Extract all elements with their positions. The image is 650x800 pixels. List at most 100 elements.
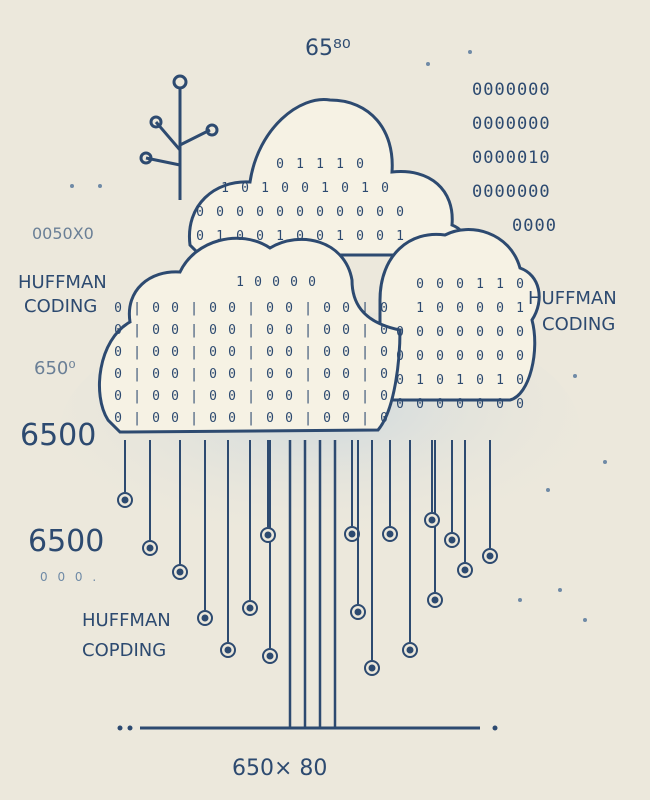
binary-digit: 0: [266, 367, 274, 382]
binary-digit: 1: [336, 229, 344, 244]
binary-digit: 0: [228, 345, 236, 360]
binary-digit: 0: [114, 367, 122, 382]
cloud-icon: [378, 228, 541, 402]
binary-digit: 0: [171, 301, 179, 316]
binary-digit: 0: [301, 181, 309, 196]
binary-digit: 0: [216, 205, 224, 220]
coding-label-lower: COPDING: [82, 640, 167, 661]
binary-digit: 0: [516, 325, 524, 340]
cloud-icon: [97, 236, 402, 434]
circuit-node-core: [224, 646, 232, 654]
circuit-node-core: [431, 596, 439, 604]
binary-digit: 0: [236, 205, 244, 220]
binary-digit: 1: [321, 181, 329, 196]
binary-digit: |: [247, 345, 255, 360]
circuit-node-core: [201, 614, 209, 622]
binary-digit: 0: [476, 373, 484, 388]
binary-digit: |: [304, 345, 312, 360]
binary-digit: 0: [396, 397, 404, 412]
cloud-binary-digits: 0 1 1 1 01 0 1 0 0 1 0 1 00 0 0 0 0 0 0 0 0 0 00 1 0 0 1 0 0 1 0 0 10 0 0 1…: [114, 157, 524, 426]
binary-digit: |: [247, 411, 255, 426]
binary-digit: 0: [436, 301, 444, 316]
binary-digit: 0: [266, 301, 274, 316]
binary-digit: 0: [376, 205, 384, 220]
binary-digit: 0: [266, 389, 274, 404]
binary-digit: 0: [496, 325, 504, 340]
binary-digit: 0: [456, 349, 464, 364]
binary-digit: 0: [436, 373, 444, 388]
binary-digit: 0: [209, 345, 217, 360]
circuit-node-core: [448, 536, 456, 544]
binary-digit: |: [304, 301, 312, 316]
binary-digit: 1: [516, 301, 524, 316]
binary-digit: 0: [381, 181, 389, 196]
binary-digit: 0: [436, 349, 444, 364]
binary-digit: 0: [323, 367, 331, 382]
dimension-label: 650× 80: [232, 756, 328, 781]
binary-digit: 0: [323, 323, 331, 338]
binary-digit: 1: [336, 157, 344, 172]
binary-digit: |: [133, 301, 141, 316]
binary-digit: 0: [416, 277, 424, 292]
code-label: 0050X0: [32, 224, 94, 243]
binary-digit: 0: [416, 325, 424, 340]
binary-digit: 0: [456, 397, 464, 412]
binary-digit: 0: [266, 411, 274, 426]
circuit-node-core: [354, 608, 362, 616]
binary-digit: 0: [356, 205, 364, 220]
binary-digit: 0: [256, 205, 264, 220]
binary-digit: 0: [241, 181, 249, 196]
binary-digit: 0: [236, 229, 244, 244]
binary-digit: 0: [152, 389, 160, 404]
binary-digit: 0: [285, 411, 293, 426]
decorative-specks: [70, 50, 607, 622]
circuit-node-core: [428, 516, 436, 524]
binary-digit: |: [190, 389, 198, 404]
binary-digit: |: [190, 345, 198, 360]
binary-digit: |: [361, 345, 369, 360]
binary-digit: 0: [496, 397, 504, 412]
binary-digit: 0: [316, 205, 324, 220]
circuit-node-core: [461, 566, 469, 574]
binary-digit: 0: [316, 229, 324, 244]
binary-digit: 0: [356, 157, 364, 172]
binary-digit: 0: [152, 301, 160, 316]
dots-label: 0 0 0 .: [40, 570, 100, 584]
tree-trunk: [288, 440, 337, 728]
circuit-node-core: [121, 496, 129, 504]
coding-label-right: CODING: [542, 314, 616, 335]
binary-digit: 1: [496, 373, 504, 388]
circuit-node-core: [176, 568, 184, 576]
binary-digit: 0: [323, 301, 331, 316]
binary-digit: 0: [285, 301, 293, 316]
binary-digit: 0: [323, 345, 331, 360]
binary-digit: |: [361, 323, 369, 338]
binary-digit: 0: [281, 181, 289, 196]
binary-digit: 0: [196, 205, 204, 220]
binary-digit: 0: [341, 181, 349, 196]
binary-digit: 0: [396, 373, 404, 388]
binary-digit: |: [247, 367, 255, 382]
binary-digit: |: [190, 323, 198, 338]
binary-digit: 1: [261, 181, 269, 196]
binary-digit: 0: [436, 325, 444, 340]
binary-digit: 0: [476, 325, 484, 340]
binary-row: 0000010: [472, 148, 551, 168]
binary-digit: 1: [456, 373, 464, 388]
coding-label: CODING: [24, 296, 98, 317]
binary-digit: 0: [396, 205, 404, 220]
binary-digit: |: [304, 389, 312, 404]
binary-digit: 0: [114, 411, 122, 426]
circuit-node-core: [246, 604, 254, 612]
binary-digit: 0: [285, 389, 293, 404]
binary-digit: 0: [396, 349, 404, 364]
circuit-node-core: [386, 530, 394, 538]
binary-digit: 0: [516, 349, 524, 364]
binary-digit: 0: [380, 301, 388, 316]
binary-digit: 1: [496, 277, 504, 292]
binary-digit: 0: [114, 389, 122, 404]
binary-digit: 0: [342, 367, 350, 382]
binary-digit: 0: [342, 389, 350, 404]
